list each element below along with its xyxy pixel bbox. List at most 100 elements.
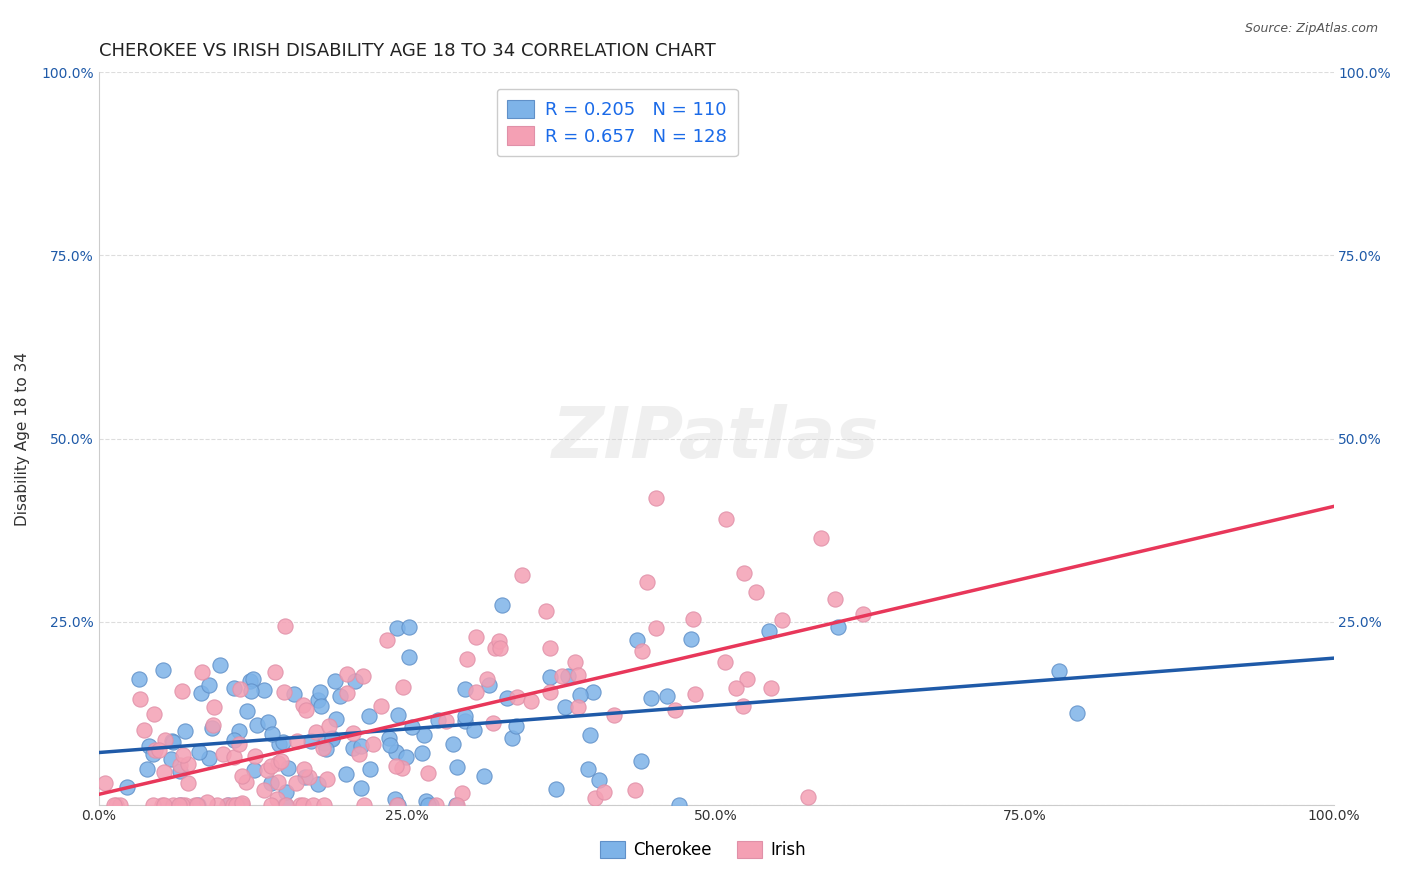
Cherokee [307,693,329,707]
Irish [851,607,873,622]
Irish [434,714,457,728]
Cherokee [557,669,579,683]
Cherokee [260,776,283,790]
Cherokee [350,780,373,795]
Irish [540,641,562,656]
Cherokee [253,682,276,697]
Cherokee [554,699,576,714]
Cherokee [626,633,648,648]
Legend: R = 0.205   N = 110, R = 0.657   N = 128: R = 0.205 N = 110, R = 0.657 N = 128 [496,89,738,156]
Cherokee [277,761,299,775]
Irish [664,703,686,717]
Irish [304,725,326,739]
Cherokee [276,785,298,799]
Cherokee [169,797,191,812]
Irish [285,776,308,790]
Irish [266,792,288,806]
Irish [288,797,311,812]
Cherokee [311,698,333,713]
Irish [352,668,374,682]
Cherokee [138,739,160,753]
Cherokee [160,734,183,748]
Irish [824,591,846,606]
Cherokee [152,663,174,677]
Cherokee [569,688,592,702]
Cherokee [239,683,262,698]
Irish [733,566,755,581]
Irish [229,682,252,697]
Irish [370,698,392,713]
Cherokee [162,735,184,749]
Cherokee [446,760,468,774]
Cherokee [231,797,253,812]
Cherokee [228,724,250,739]
Irish [201,718,224,732]
Irish [425,797,447,812]
Irish [253,783,276,797]
Cherokee [411,747,433,761]
Irish [243,749,266,764]
Cherokee [315,742,337,756]
Irish [186,797,208,812]
Text: CHEROKEE VS IRISH DISABILITY AGE 18 TO 34 CORRELATION CHART: CHEROKEE VS IRISH DISABILITY AGE 18 TO 3… [98,42,716,60]
Cherokee [544,782,567,797]
Irish [256,764,278,778]
Irish [190,665,212,679]
Irish [221,797,243,812]
Cherokee [190,686,212,700]
Cherokee [427,713,450,727]
Cherokee [321,731,343,746]
Irish [222,749,245,764]
Irish [538,684,561,698]
Irish [464,630,486,644]
Cherokee [308,777,330,791]
Irish [759,681,782,696]
Irish [172,684,194,698]
Irish [475,672,498,686]
Irish [353,797,375,812]
Irish [336,685,359,699]
Cherokee [321,731,343,745]
Irish [173,797,195,812]
Cherokee [173,723,195,738]
Cherokee [387,621,409,635]
Irish [292,797,315,812]
Cherokee [142,747,165,762]
Irish [446,797,468,812]
Irish [737,672,759,686]
Irish [583,790,606,805]
Cherokee [335,767,357,781]
Legend: Cherokee, Irish: Cherokee, Irish [593,834,813,866]
Cherokee [294,771,316,785]
Cherokee [325,712,347,726]
Irish [593,785,616,799]
Cherokee [496,691,519,706]
Irish [291,698,314,712]
Irish [292,763,315,777]
Cherokee [169,764,191,779]
Cherokee [1066,706,1088,720]
Irish [564,655,586,669]
Cherokee [441,737,464,751]
Cherokee [415,794,437,808]
Irish [108,797,131,812]
Irish [167,797,190,812]
Irish [152,797,174,812]
Irish [567,700,589,714]
Irish [520,694,543,708]
Cherokee [299,734,322,748]
Cherokee [827,620,849,634]
Cherokee [444,797,467,812]
Irish [143,743,166,757]
Cherokee [197,678,219,692]
Irish [93,776,115,790]
Cherokee [342,741,364,756]
Irish [274,797,297,812]
Cherokee [419,797,441,812]
Cherokee [538,670,561,684]
Irish [484,641,506,656]
Cherokee [1047,664,1070,678]
Irish [534,604,557,618]
Irish [132,723,155,737]
Irish [228,737,250,751]
